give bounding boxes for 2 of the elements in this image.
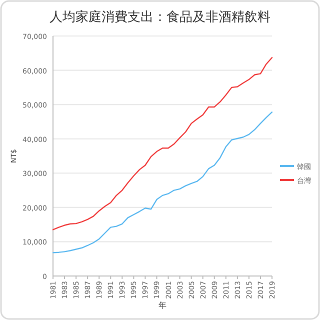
title: 人均家庭消費支出：食品及非酒精飲料 xyxy=(50,10,270,25)
x-axis-title: 年 xyxy=(158,301,166,310)
